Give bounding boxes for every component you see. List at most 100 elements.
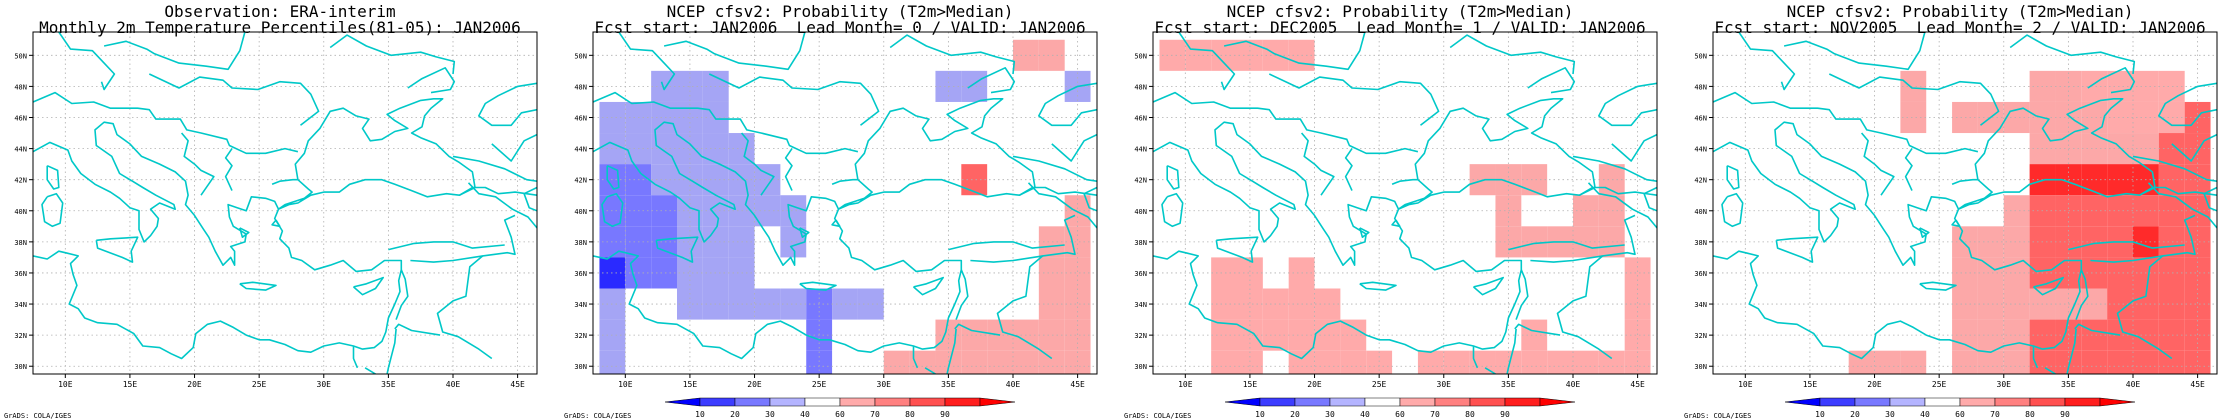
lon-tick-label: 10E <box>58 380 73 389</box>
probability-cell <box>1521 226 1548 258</box>
probability-cell <box>1288 350 1315 374</box>
colorbar-swatch <box>1259 397 1296 407</box>
colorbar-swatch <box>874 397 911 407</box>
probability-cell <box>651 164 677 196</box>
lat-tick-label: 38N <box>1134 239 1147 247</box>
lon-tick-label: 10E <box>618 380 633 389</box>
colorbar-label: 90 <box>1500 410 1510 419</box>
lon-tick-label: 10E <box>1178 380 1193 389</box>
coastline <box>1738 32 1796 91</box>
lat-tick-label: 38N <box>14 239 27 247</box>
lon-tick-label: 35E <box>941 380 956 389</box>
coastline <box>1215 236 1259 263</box>
coastline <box>180 132 215 196</box>
colorbar-swatch <box>1784 397 1821 407</box>
coastline <box>395 269 409 320</box>
lon-tick-label: 45E <box>510 380 525 389</box>
colorbar-label: 10 <box>1815 410 1825 419</box>
probability-cell <box>2081 133 2108 165</box>
coastline <box>148 73 320 126</box>
lat-tick-label: 32N <box>1134 332 1147 340</box>
panel-subtitle: Fcst start: JAN2006 Lead Month= 0 / VALI… <box>594 18 1086 37</box>
coastline <box>2044 367 2068 374</box>
panel-lead2: 10E 15E 20E 25E 30E 35E 40E 45E 30N 32N 34N 36N 38N 4… <box>1680 0 2240 420</box>
probability-cell <box>1495 350 1522 374</box>
coastline <box>478 82 537 127</box>
probability-cell <box>2081 350 2108 374</box>
lat-tick-label: 42N <box>14 177 27 185</box>
colorbar-label: 70 <box>870 410 880 419</box>
coastline <box>2074 323 2121 336</box>
colorbar-swatch <box>734 397 771 407</box>
coastline <box>784 148 793 191</box>
probability-cell <box>2081 164 2108 196</box>
lon-tick-label: 40E <box>446 380 461 389</box>
probability-cell <box>2029 350 2056 374</box>
probability-cell <box>2081 226 2108 258</box>
lat-tick-label: 30N <box>574 363 587 371</box>
grads-credit: GrADS: COLA/IGES <box>564 412 632 420</box>
coastline <box>1300 132 1335 196</box>
coastline <box>955 269 969 320</box>
lat-tick-label: 44N <box>1134 146 1147 154</box>
probability-cell <box>1977 350 2004 374</box>
probability-cell <box>1977 226 2004 258</box>
coastline <box>996 255 1053 360</box>
lon-tick-label: 45E <box>1070 380 1085 389</box>
probability-cell <box>2107 164 2133 196</box>
coastline <box>708 73 880 126</box>
probability-cell <box>1340 319 1367 351</box>
probability-cell <box>2107 101 2133 134</box>
coastline <box>1012 155 1097 182</box>
lon-tick-label: 30E <box>317 380 332 389</box>
colorbar-swatch <box>1294 397 1331 407</box>
grads-credit: GrADS: COLA/IGES <box>1684 412 1752 420</box>
graticule <box>33 32 537 374</box>
probability-cell <box>2158 288 2185 320</box>
coastline <box>271 178 298 186</box>
coastline <box>452 155 537 182</box>
lat-tick-label: 44N <box>574 146 587 154</box>
lat-tick-label: 50N <box>574 52 587 60</box>
coastline <box>2032 276 2064 296</box>
probability-cell <box>987 350 1013 374</box>
coastline <box>33 91 299 155</box>
coastline <box>1951 219 1961 228</box>
coastline <box>663 32 806 71</box>
colorbar-swatch <box>909 397 946 407</box>
lat-tick-label: 46N <box>574 115 587 123</box>
lat-tick-label: 48N <box>1134 83 1147 91</box>
probability-cell <box>1013 350 1039 374</box>
coastline <box>1268 73 1440 126</box>
coastline <box>1472 276 1504 296</box>
colorbar-swatch <box>1329 397 1366 407</box>
probability-cell <box>1521 164 1548 196</box>
coastline <box>967 67 1016 94</box>
colorbar-swatch <box>1994 397 2031 407</box>
coastline <box>954 323 1001 336</box>
lat-tick-label: 42N <box>1134 177 1147 185</box>
coastline <box>1860 132 1895 196</box>
probability-cell <box>2133 350 2159 374</box>
lon-tick-label: 30E <box>1437 380 1452 389</box>
coastline <box>1951 178 1978 186</box>
coastline <box>1775 236 1819 263</box>
panel-title: NCEP cfsv2: Probability (T2m>Median) <box>666 2 1014 21</box>
lon-tick-label: 20E <box>747 380 762 389</box>
coastline <box>352 346 359 369</box>
coastline <box>388 241 505 251</box>
coastline <box>1027 182 1097 229</box>
lat-tick-label: 46N <box>1134 115 1147 123</box>
coastline <box>799 281 837 291</box>
probability-cell <box>1900 350 1927 374</box>
lon-tick-label: 35E <box>2061 380 2076 389</box>
probability-cell <box>1547 350 1573 374</box>
lon-tick-label: 15E <box>123 380 138 389</box>
coastlines <box>1713 32 2217 374</box>
coastline <box>946 328 957 374</box>
coastline <box>1556 255 1613 360</box>
colorbar-label: 80 <box>2025 410 2035 419</box>
probability-cell <box>1874 350 1901 374</box>
colorbar-label: 80 <box>905 410 915 419</box>
lat-tick-label: 44N <box>14 146 27 154</box>
